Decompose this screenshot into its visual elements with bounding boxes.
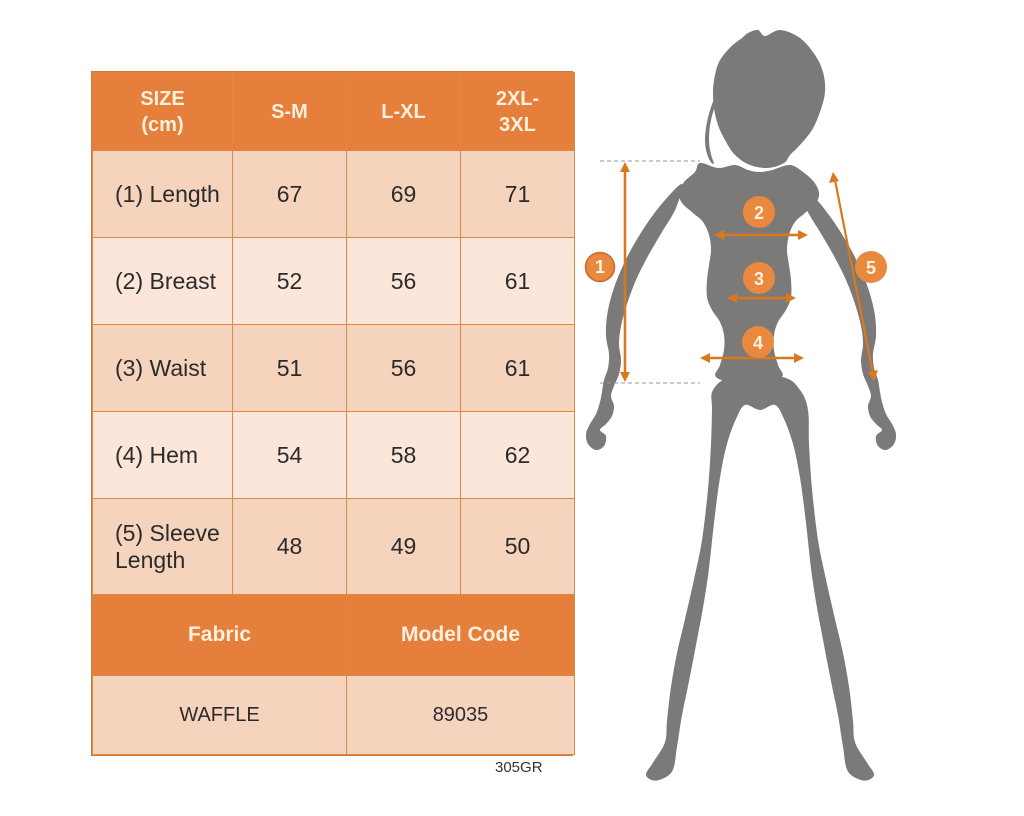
svg-text:2: 2 xyxy=(754,203,764,223)
svg-text:1: 1 xyxy=(595,257,605,277)
svg-text:3: 3 xyxy=(754,269,764,289)
svg-text:5: 5 xyxy=(866,258,876,278)
svg-text:4: 4 xyxy=(753,333,763,353)
